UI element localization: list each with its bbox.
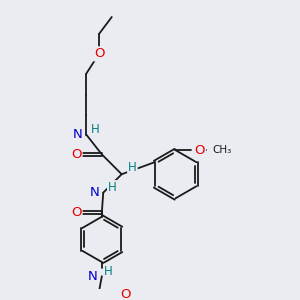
Text: N: N: [73, 128, 83, 141]
Text: O: O: [194, 144, 205, 157]
Text: O: O: [120, 288, 131, 300]
Text: H: H: [128, 161, 137, 175]
Text: H: H: [108, 181, 117, 194]
Text: H: H: [104, 265, 113, 278]
Text: H: H: [91, 123, 100, 136]
Text: CH₃: CH₃: [212, 145, 232, 154]
Text: N: N: [90, 186, 100, 199]
Text: O: O: [71, 148, 82, 161]
Text: N: N: [87, 270, 97, 283]
Text: O: O: [94, 47, 104, 60]
Text: O: O: [71, 206, 82, 219]
